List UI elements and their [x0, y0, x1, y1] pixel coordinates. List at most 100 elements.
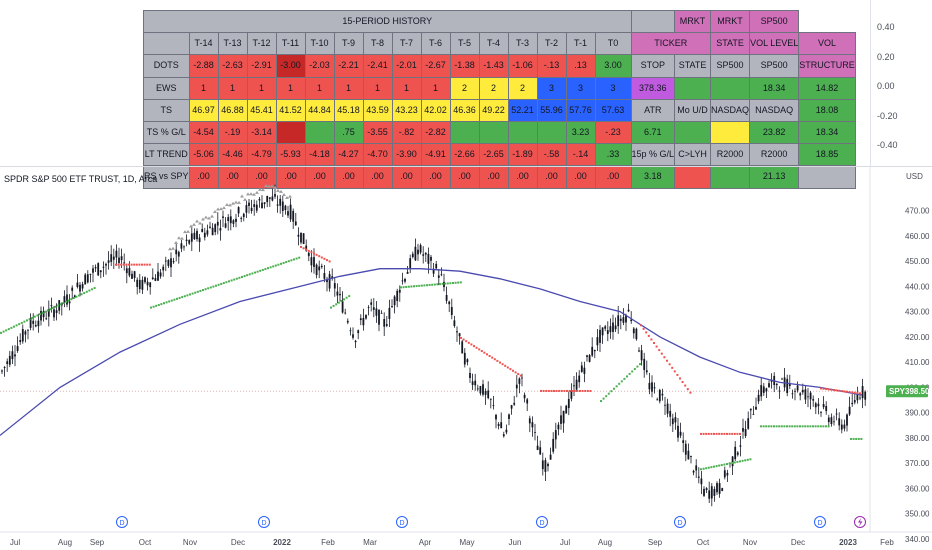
candle-body	[211, 227, 214, 236]
candle-body	[222, 216, 224, 218]
support-dot	[850, 437, 852, 440]
support-dot	[819, 425, 822, 428]
candle-body	[500, 422, 503, 429]
signal-triangle	[180, 236, 184, 240]
candle-body	[721, 488, 724, 491]
support-dot	[7, 328, 10, 331]
table-cell: 1	[188, 76, 219, 100]
price-chart[interactable]: USD 470.00 460.00 450.00 440.00 430.00 420.00 4…	[0, 167, 932, 550]
candle-body	[552, 438, 555, 452]
indicator-price-axis[interactable]: 0.40 0.20 0.00 -0.20 -0.40	[870, 0, 932, 166]
support-dot	[736, 460, 739, 463]
candle-body	[471, 381, 474, 385]
candle-body	[697, 476, 700, 478]
price-axis-label: 380.00	[905, 434, 930, 443]
support-dot	[446, 282, 449, 285]
support-dot	[628, 372, 631, 375]
candle-body	[396, 290, 399, 301]
support-dot	[20, 321, 23, 324]
candle-body	[617, 315, 620, 327]
resistance-dot	[833, 389, 835, 392]
candle-body	[422, 254, 425, 256]
support-dot	[705, 467, 708, 470]
support-dot	[337, 301, 340, 304]
pane-divider[interactable]	[0, 166, 932, 167]
resistance-dot	[475, 346, 478, 349]
table-cell-right: 23.82	[749, 120, 800, 145]
table-cell: .00	[391, 165, 422, 189]
resistance-dot	[141, 263, 143, 266]
candle-body	[214, 224, 217, 233]
candle-body	[294, 221, 297, 226]
support-dot	[822, 425, 825, 428]
resistance-dot	[720, 432, 723, 435]
candle-body	[388, 307, 391, 319]
candle-body	[292, 210, 295, 222]
indicator-axis-label: -0.20	[877, 111, 898, 121]
candle-body	[820, 412, 822, 414]
table-cell-right: STATE	[674, 54, 712, 78]
table-cell-right: 21.13	[749, 165, 800, 189]
resistance-dot	[483, 351, 486, 354]
resistance-dot	[553, 389, 555, 392]
resistance-dot	[300, 245, 302, 248]
candle-body	[796, 385, 799, 391]
signal-triangle	[195, 219, 199, 223]
table-header-cell: TICKER	[630, 32, 712, 56]
candle-body	[487, 390, 490, 399]
resistance-dot	[478, 348, 481, 351]
candle-body	[791, 393, 794, 395]
candle-body	[804, 389, 807, 400]
table-cell: .00	[565, 165, 596, 189]
support-dot	[780, 425, 783, 428]
table-cell	[478, 120, 509, 145]
indicator-pane[interactable]: 15-PERIOD HISTORY MRKT MRKT SP500 T-14 T-13 T-…	[0, 0, 932, 189]
resistance-dot	[143, 263, 146, 266]
table-cell: -3.90	[391, 143, 422, 167]
candle-body	[235, 218, 237, 222]
table-cell: -4.27	[333, 143, 364, 167]
resistance-dot	[568, 389, 571, 392]
table-cell: -4.91	[420, 143, 451, 167]
candle-body	[97, 263, 100, 276]
support-dot	[170, 299, 173, 302]
time-axis-label: 2023	[839, 538, 857, 547]
table-cell: 1	[304, 76, 335, 100]
price-axis-label: 410.00	[905, 358, 930, 367]
candle-body	[354, 340, 357, 343]
support-dot	[767, 425, 770, 428]
candle-body	[105, 263, 107, 266]
period-header: T-4	[478, 32, 509, 56]
resistance-dot	[723, 432, 726, 435]
candle-body	[448, 301, 451, 305]
candle-body	[456, 331, 458, 333]
dividend-marker-label: D	[261, 520, 266, 527]
support-dot	[209, 286, 212, 289]
resistance-dot	[736, 432, 739, 435]
support-dot	[335, 303, 338, 306]
signal-triangle	[201, 217, 205, 221]
support-dot	[152, 305, 155, 308]
support-dot	[796, 425, 799, 428]
candle-body	[417, 249, 419, 255]
resistance-dot	[853, 391, 856, 394]
support-dot	[282, 261, 285, 264]
table-header-cell: STATE	[710, 32, 751, 56]
support-dot	[431, 283, 434, 286]
support-dot	[78, 294, 80, 297]
table-cell: 1	[217, 76, 248, 100]
signal-triangle	[264, 184, 268, 188]
table-header-cell: VOL LEVEL	[749, 32, 800, 56]
candle-body	[8, 355, 11, 365]
table-cell-right: 18.08	[798, 98, 856, 122]
support-dot	[739, 460, 741, 463]
table-cell: 3	[536, 76, 567, 100]
candle-body	[775, 383, 778, 386]
resistance-dot	[547, 389, 550, 392]
price-axis-label: 420.00	[905, 333, 930, 342]
candle-body	[138, 279, 141, 290]
support-dot	[155, 304, 158, 307]
price-axis-label: 350.00	[905, 510, 930, 519]
signal-triangle	[198, 221, 202, 225]
candle-body	[263, 202, 266, 204]
